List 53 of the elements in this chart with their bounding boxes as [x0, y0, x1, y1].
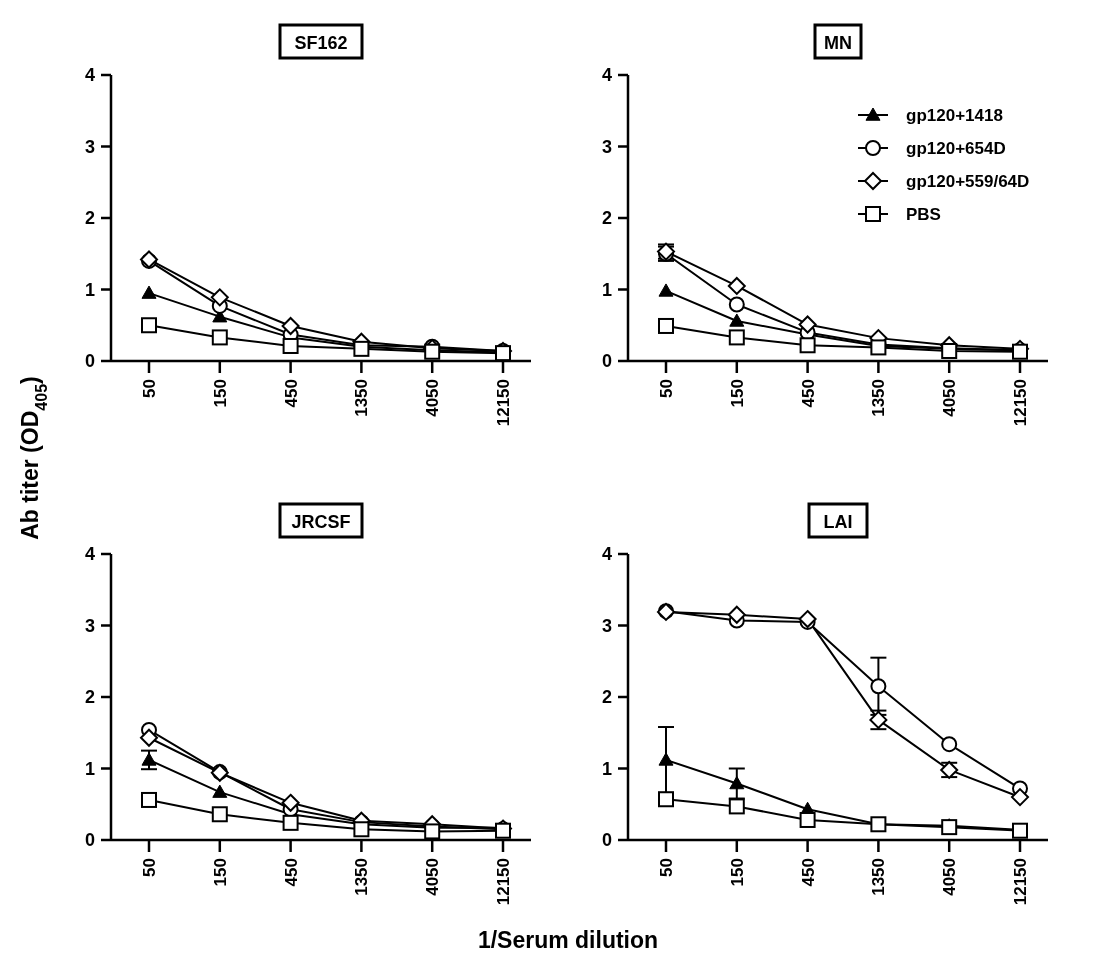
x-tick-label: 150 [210, 379, 230, 408]
y-tick-label: 1 [84, 758, 95, 779]
x-tick-label: 150 [727, 379, 747, 408]
chart-title: MN [824, 33, 852, 53]
x-tick-label: 4050 [940, 379, 960, 417]
legend-label: gp120+559/64D [906, 171, 1030, 191]
x-tick-label: 450 [281, 379, 301, 408]
y-tick-label: 3 [84, 136, 95, 157]
x-tick-label: 4050 [423, 858, 443, 896]
chart-title: LAI [823, 512, 853, 532]
x-tick-label: 4050 [940, 858, 960, 896]
y-tick-label: 4 [84, 544, 95, 565]
y-tick-label: 4 [84, 65, 95, 86]
x-tick-label: 50 [656, 858, 676, 877]
y-tick-label: 1 [84, 279, 95, 300]
x-tick-label: 12150 [493, 858, 513, 906]
x-tick-label: 12150 [493, 379, 513, 427]
x-tick-label: 150 [210, 858, 230, 887]
x-tick-label: 450 [281, 858, 301, 887]
x-tick-label: 50 [656, 379, 676, 398]
x-tick-label: 450 [798, 379, 818, 408]
x-tick-label: 450 [798, 858, 818, 887]
x-tick-label: 1350 [869, 379, 889, 417]
x-axis-title: 1/Serum dilution [477, 927, 659, 953]
legend-label: PBS [906, 204, 941, 224]
x-tick-label: 12150 [1010, 858, 1030, 906]
chart-title: SF162 [294, 33, 348, 53]
y-tick-label: 1 [601, 279, 612, 300]
y-tick-label: 2 [84, 687, 95, 708]
y-tick-label: 0 [601, 830, 612, 851]
y-tick-label: 0 [601, 351, 612, 372]
y-tick-label: 2 [601, 687, 612, 708]
x-tick-label: 4050 [423, 379, 443, 417]
y-tick-label: 4 [601, 544, 612, 565]
y-tick-label: 2 [601, 208, 612, 229]
x-tick-label: 150 [727, 858, 747, 887]
y-tick-label: 3 [601, 615, 612, 636]
legend-label: gp120+1418 [906, 105, 1003, 125]
x-tick-label: 1350 [869, 858, 889, 896]
x-tick-label: 12150 [1010, 379, 1030, 427]
y-tick-label: 0 [84, 351, 95, 372]
x-tick-label: 1350 [352, 858, 372, 896]
y-tick-label: 3 [601, 136, 612, 157]
y-tick-label: 2 [84, 208, 95, 229]
legend-label: gp120+654D [906, 138, 1006, 158]
y-tick-label: 1 [601, 758, 612, 779]
chart-title: JRCSF [291, 512, 351, 532]
x-tick-label: 1350 [352, 379, 372, 417]
x-tick-label: 50 [139, 858, 159, 877]
x-tick-label: 50 [139, 379, 159, 398]
y-tick-label: 3 [84, 615, 95, 636]
y-tick-label: 0 [84, 830, 95, 851]
y-tick-label: 4 [601, 65, 612, 86]
